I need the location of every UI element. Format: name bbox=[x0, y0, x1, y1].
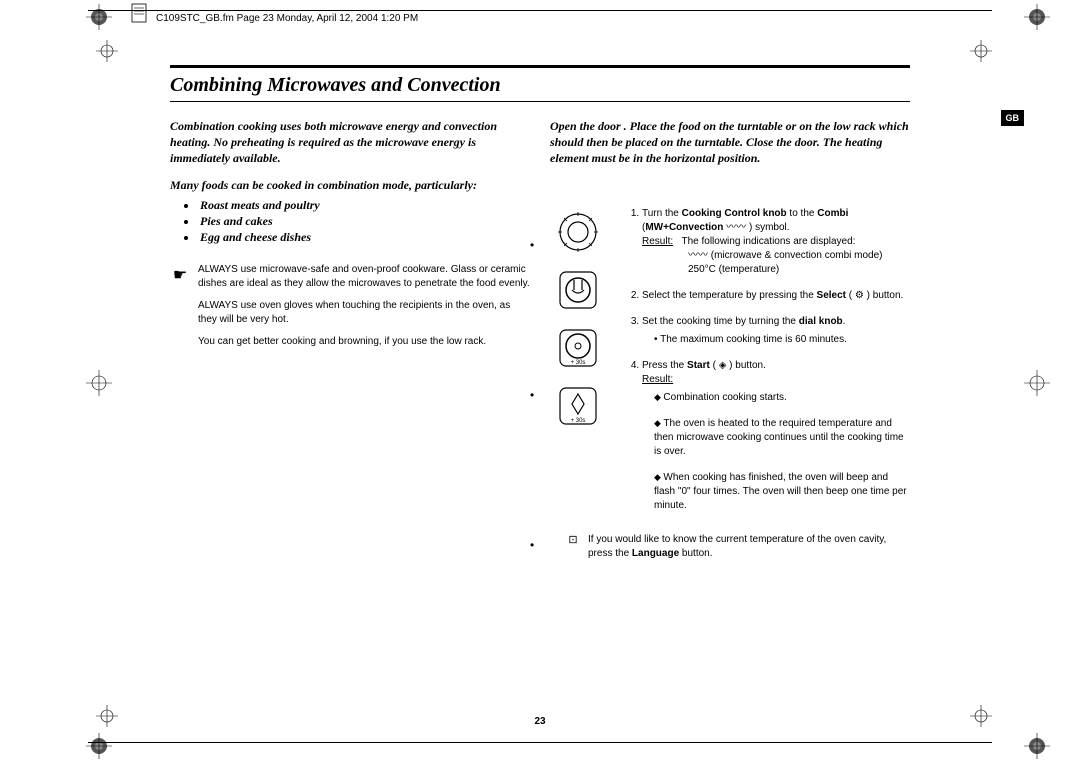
footer-rule bbox=[88, 742, 992, 743]
left-column: Combination cooking uses both microwave … bbox=[170, 118, 530, 561]
reg-mark-bottom-left bbox=[86, 733, 112, 759]
step-4: Press the Start ( ◈ ) button. Result: Co… bbox=[642, 359, 910, 513]
step-1: Turn the Cooking Control knob to the Com… bbox=[642, 207, 910, 277]
bottom-note: ⊡ If you would like to know the current … bbox=[566, 533, 910, 561]
step4-d3: When cooking has finished, the oven will… bbox=[654, 471, 910, 513]
title-rule-bottom bbox=[170, 101, 910, 102]
step3-sub: The maximum cooking time is 60 minutes. bbox=[654, 333, 910, 347]
result-line-2: 250°C (temperature) bbox=[688, 264, 779, 275]
hand-note-2: ALWAYS use oven gloves when touching the… bbox=[198, 299, 530, 327]
step4-d2: The oven is heated to the required tempe… bbox=[654, 417, 910, 459]
gutter-dot: • bbox=[530, 538, 534, 552]
reg-mark-top-inner bbox=[970, 40, 992, 62]
reg-mark-top-right bbox=[1024, 4, 1050, 30]
select-button-icon bbox=[550, 265, 606, 315]
step-icon-stack: + 30s + 30s bbox=[550, 207, 614, 561]
start-button-icon: + 30s bbox=[550, 381, 606, 431]
note-icon: ⊡ bbox=[566, 533, 580, 561]
doc-icon bbox=[130, 2, 148, 24]
bullet-roast: Roast meats and poultry bbox=[198, 197, 530, 213]
hand-note-1: ALWAYS use microwave-safe and oven-proof… bbox=[198, 263, 530, 291]
right-column: Open the door . Place the food on the tu… bbox=[550, 118, 910, 561]
result-label: Result: bbox=[642, 236, 673, 247]
step4-d1: Combination cooking starts. bbox=[654, 391, 910, 405]
intro-para-2: Many foods can be cooked in combination … bbox=[170, 177, 530, 193]
result-line-1: 〰〰 (microwave & convection combi mode) bbox=[688, 250, 883, 261]
svg-text:+ 30s: + 30s bbox=[571, 360, 586, 366]
gb-badge: GB bbox=[1001, 110, 1025, 126]
reg-mark-mid-left bbox=[86, 370, 112, 396]
step-3: Set the cooking time by turning the dial… bbox=[642, 315, 910, 347]
bullet-pies: Pies and cakes bbox=[198, 213, 530, 229]
page-number: 23 bbox=[0, 716, 1080, 727]
reg-mark-mid-right bbox=[1024, 370, 1050, 396]
header-filename: C109STC_GB.fm Page 23 Monday, April 12, … bbox=[156, 13, 418, 24]
gutter-dot: • bbox=[530, 238, 534, 252]
mode-dial-icon bbox=[550, 207, 606, 257]
note-block: ☛ ALWAYS use microwave-safe and oven-pro… bbox=[170, 263, 530, 357]
right-intro: Open the door . Place the food on the tu… bbox=[550, 118, 910, 167]
bullet-egg: Egg and cheese dishes bbox=[198, 229, 530, 245]
reg-mark-top-inner-left bbox=[96, 40, 118, 62]
hand-icon: ☛ bbox=[170, 263, 190, 357]
reg-mark-bottom-right bbox=[1024, 733, 1050, 759]
reg-mark-top-left bbox=[86, 4, 112, 30]
header-rule bbox=[88, 10, 992, 11]
intro-para-1: Combination cooking uses both microwave … bbox=[170, 118, 530, 167]
hand-note-3: You can get better cooking and browning,… bbox=[198, 335, 530, 349]
food-bullet-list: Roast meats and poultry Pies and cakes E… bbox=[170, 197, 530, 246]
page-title: Combining Microwaves and Convection bbox=[170, 72, 910, 101]
title-rule-top bbox=[170, 65, 910, 68]
steps-list: Turn the Cooking Control knob to the Com… bbox=[624, 167, 910, 561]
dial-knob-icon: + 30s bbox=[550, 323, 606, 373]
svg-text:+ 30s: + 30s bbox=[571, 418, 586, 424]
result-label-4: Result: bbox=[642, 374, 673, 385]
step-2: Select the temperature by pressing the S… bbox=[642, 289, 910, 303]
gutter-dot: • bbox=[530, 388, 534, 402]
